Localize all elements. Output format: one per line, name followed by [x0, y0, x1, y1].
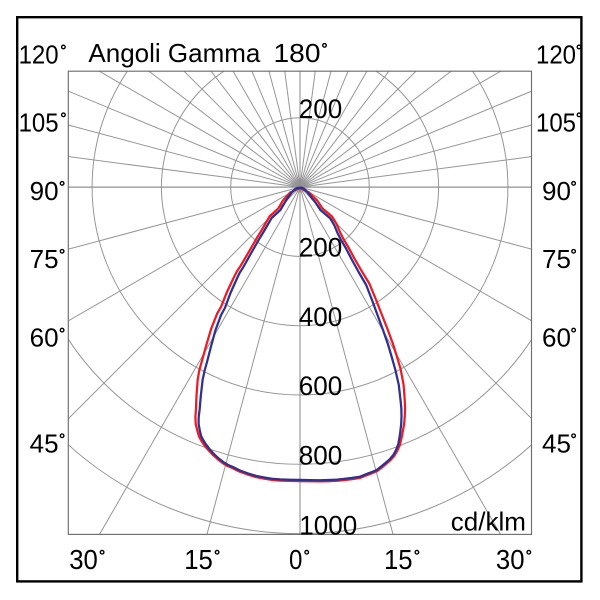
svg-text:90: 90 [30, 176, 59, 206]
svg-text:30: 30 [69, 544, 98, 575]
svg-text:75: 75 [542, 244, 571, 274]
svg-text:105: 105 [536, 108, 576, 138]
svg-text:15: 15 [184, 544, 213, 575]
svg-text:180: 180 [274, 38, 321, 68]
svg-text:800: 800 [299, 441, 343, 471]
svg-text:120: 120 [19, 40, 59, 70]
svg-text:30: 30 [496, 544, 525, 575]
svg-text:60: 60 [30, 323, 59, 353]
svg-text:cd/klm: cd/klm [451, 507, 526, 537]
svg-text:600: 600 [299, 371, 343, 401]
svg-text:Angoli Gamma: Angoli Gamma [88, 38, 260, 68]
svg-text:45: 45 [30, 428, 59, 458]
svg-text:75: 75 [30, 244, 59, 274]
svg-text:120: 120 [536, 40, 576, 70]
svg-text:200: 200 [299, 233, 343, 263]
svg-text:0: 0 [289, 544, 302, 575]
svg-text:60: 60 [542, 323, 571, 353]
svg-text:400: 400 [299, 302, 343, 332]
svg-text:15: 15 [384, 544, 413, 575]
svg-text:105: 105 [19, 108, 59, 138]
svg-text:1000: 1000 [299, 510, 357, 540]
svg-text:45: 45 [542, 428, 571, 458]
svg-text:90: 90 [542, 176, 571, 206]
svg-text:200: 200 [299, 94, 343, 124]
